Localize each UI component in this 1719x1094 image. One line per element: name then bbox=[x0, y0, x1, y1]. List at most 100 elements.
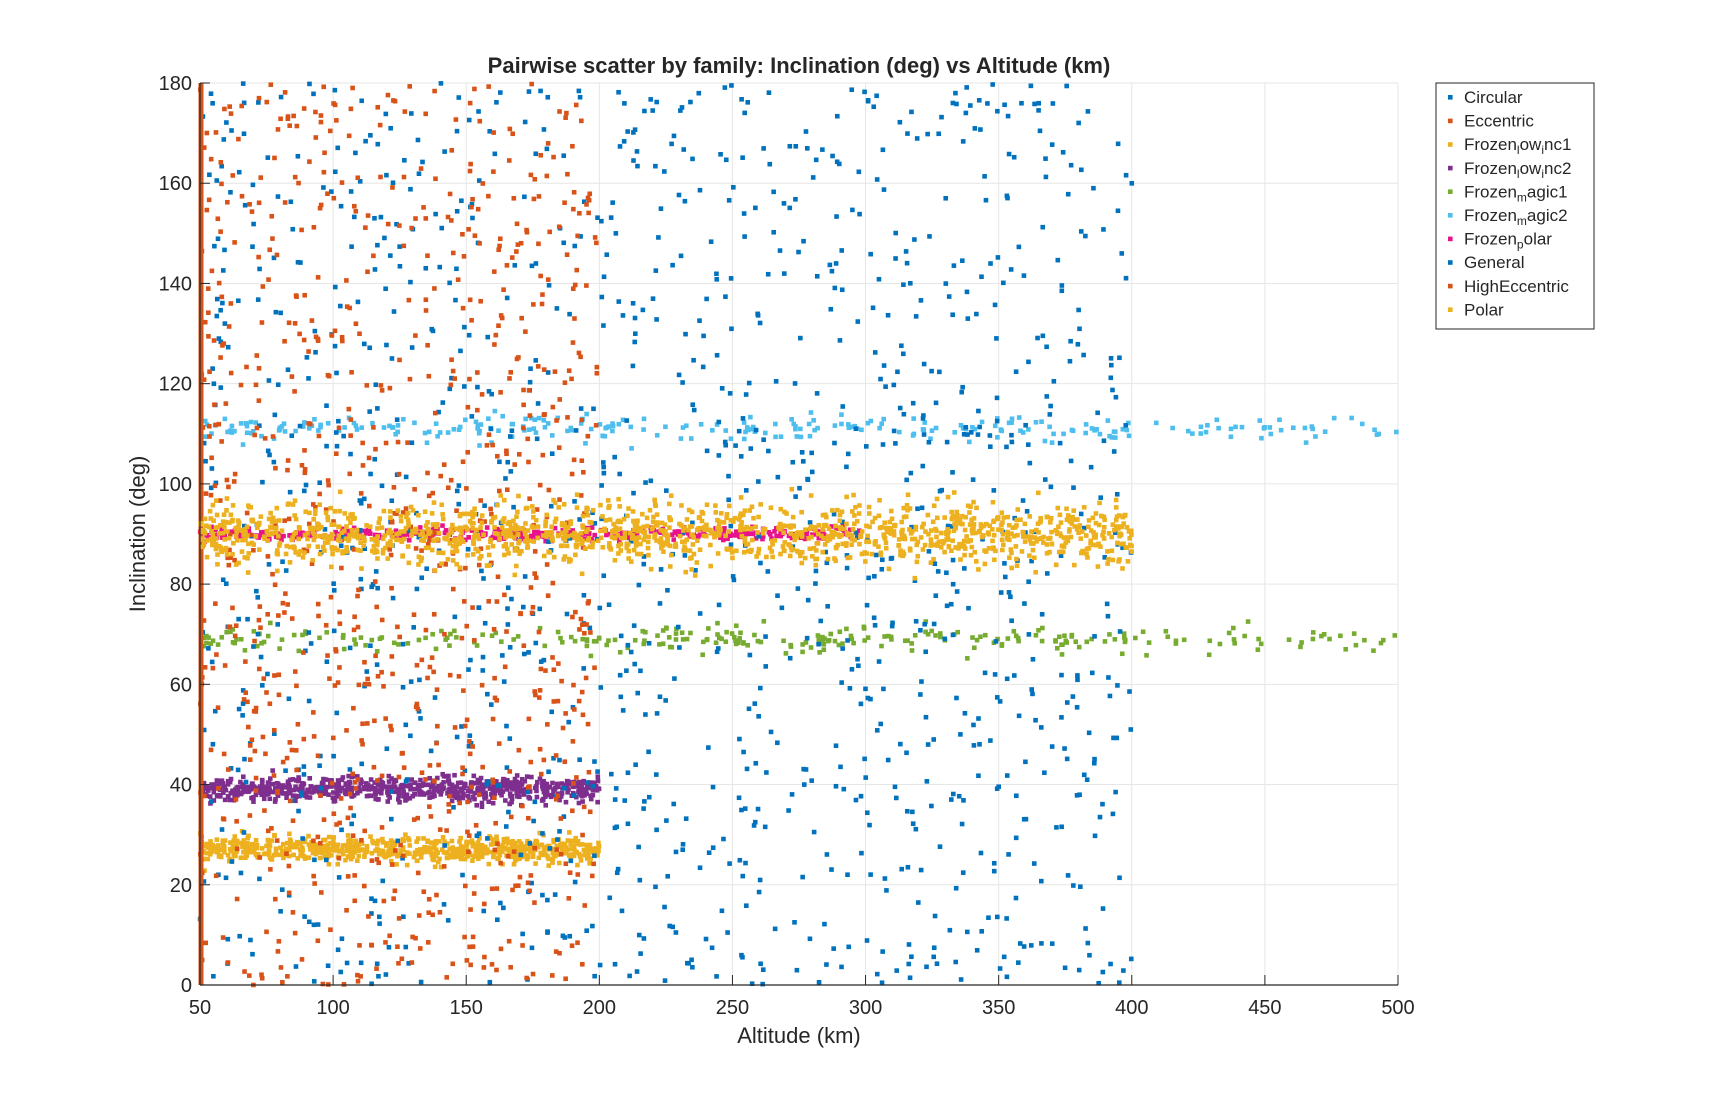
data-point bbox=[977, 424, 982, 430]
data-point bbox=[1036, 108, 1041, 113]
data-point bbox=[813, 157, 819, 163]
data-point bbox=[528, 759, 534, 765]
data-point bbox=[409, 111, 414, 116]
data-point bbox=[391, 485, 397, 490]
data-point bbox=[588, 426, 594, 432]
data-point bbox=[365, 676, 370, 682]
data-point bbox=[375, 838, 381, 844]
data-point bbox=[299, 792, 304, 798]
data-point bbox=[760, 967, 766, 972]
data-point bbox=[758, 560, 763, 566]
data-point bbox=[626, 556, 631, 561]
data-point bbox=[526, 387, 532, 393]
data-point bbox=[227, 547, 232, 553]
data-point bbox=[421, 889, 427, 895]
data-point bbox=[453, 117, 459, 122]
data-point bbox=[447, 781, 452, 787]
data-point bbox=[477, 118, 483, 124]
data-point bbox=[482, 796, 488, 801]
data-point bbox=[1002, 102, 1007, 108]
data-point bbox=[296, 536, 302, 542]
data-point bbox=[395, 786, 401, 792]
data-point bbox=[234, 785, 239, 790]
data-point bbox=[470, 944, 476, 949]
data-point bbox=[306, 426, 312, 431]
data-point bbox=[225, 555, 230, 561]
data-point bbox=[824, 962, 829, 967]
data-point bbox=[359, 837, 364, 843]
data-point bbox=[1233, 424, 1238, 430]
data-point bbox=[395, 853, 400, 859]
data-point bbox=[222, 784, 227, 790]
data-point bbox=[383, 940, 388, 945]
data-point bbox=[965, 656, 970, 661]
data-point bbox=[431, 857, 436, 863]
data-point bbox=[340, 843, 346, 848]
data-point bbox=[1039, 941, 1044, 946]
data-point bbox=[317, 502, 322, 507]
data-point bbox=[375, 585, 380, 591]
data-point bbox=[726, 198, 732, 203]
data-point bbox=[979, 419, 985, 425]
data-point bbox=[216, 786, 221, 791]
data-point bbox=[400, 855, 405, 861]
data-point bbox=[953, 90, 958, 96]
data-point bbox=[871, 104, 877, 110]
data-point bbox=[988, 261, 993, 266]
data-point bbox=[888, 556, 894, 561]
data-point bbox=[792, 920, 797, 925]
data-point bbox=[212, 243, 217, 249]
data-point bbox=[449, 218, 454, 223]
data-point bbox=[250, 244, 255, 249]
data-point bbox=[585, 433, 591, 439]
data-point bbox=[592, 665, 597, 671]
data-point bbox=[412, 786, 418, 792]
data-point bbox=[224, 477, 230, 483]
data-point bbox=[289, 616, 295, 621]
data-point bbox=[287, 489, 293, 495]
data-point bbox=[364, 844, 370, 850]
data-point bbox=[884, 888, 889, 893]
data-point bbox=[253, 792, 259, 798]
data-point bbox=[828, 631, 834, 637]
data-point bbox=[203, 458, 208, 464]
data-point bbox=[585, 783, 591, 789]
data-point bbox=[452, 628, 457, 634]
data-point bbox=[409, 960, 415, 965]
data-point bbox=[657, 601, 663, 606]
data-point bbox=[434, 740, 439, 746]
data-point bbox=[255, 631, 261, 637]
data-point bbox=[433, 847, 439, 853]
data-point bbox=[801, 238, 806, 244]
data-point bbox=[974, 637, 980, 643]
data-point bbox=[388, 253, 393, 258]
data-point bbox=[809, 778, 815, 783]
data-point bbox=[538, 659, 544, 664]
data-point bbox=[825, 534, 831, 539]
data-point bbox=[799, 534, 805, 539]
data-point bbox=[429, 533, 435, 538]
data-point bbox=[540, 786, 546, 792]
data-point bbox=[231, 838, 236, 844]
data-point bbox=[958, 977, 964, 982]
data-point bbox=[763, 430, 768, 436]
data-point bbox=[689, 957, 694, 963]
data-point bbox=[636, 844, 641, 850]
data-point bbox=[766, 448, 771, 454]
data-point bbox=[301, 547, 307, 553]
data-point bbox=[359, 761, 365, 767]
data-point bbox=[839, 421, 844, 427]
data-point bbox=[508, 434, 513, 439]
data-point bbox=[1259, 435, 1264, 441]
data-point bbox=[389, 845, 395, 851]
data-point bbox=[332, 87, 338, 93]
data-point bbox=[322, 150, 327, 156]
data-point bbox=[491, 626, 497, 632]
data-point bbox=[1268, 431, 1274, 437]
data-point bbox=[1112, 530, 1118, 536]
data-point bbox=[213, 546, 219, 552]
data-point bbox=[356, 788, 361, 794]
data-point bbox=[964, 85, 969, 90]
data-point bbox=[544, 792, 549, 798]
data-point bbox=[851, 640, 856, 646]
